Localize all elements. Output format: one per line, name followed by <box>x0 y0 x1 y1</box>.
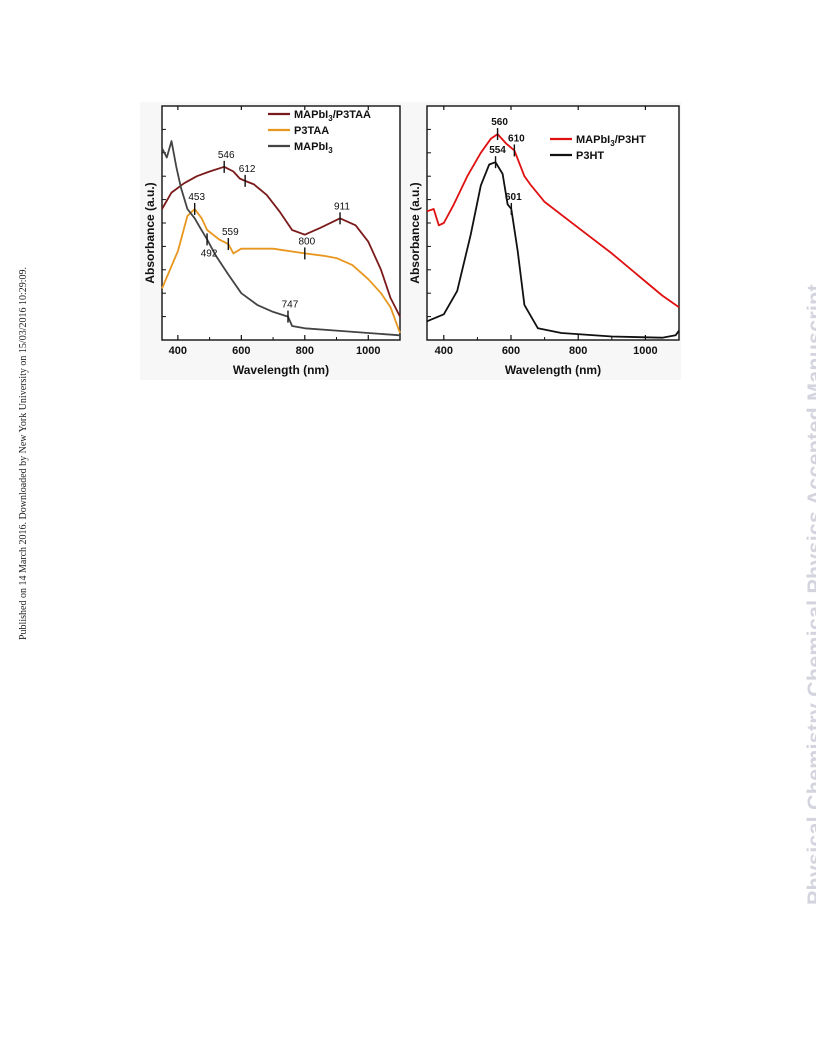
legend-label: MAPbI3/P3TAA <box>294 109 371 123</box>
peak-label: 601 <box>505 192 522 203</box>
legend-label: MAPbI3/P3HT <box>576 134 646 148</box>
figure-svg: 400 600 800 1000 Wavelength (nm) Absorbance (… <box>143 105 680 377</box>
plot-frame <box>426 105 680 341</box>
x-tick-label: 600 <box>232 345 250 357</box>
series-line-1-3 <box>161 140 401 337</box>
x-axis-label: Wavelength (nm) <box>233 363 329 377</box>
x-tick-label: 1000 <box>356 345 380 357</box>
peak-label: 612 <box>239 164 256 175</box>
peak-label: 911 <box>334 201 350 212</box>
x-tick-label: 800 <box>296 345 314 357</box>
journal-watermark: Physical Chemistry Chemical Physics Acce… <box>803 284 816 905</box>
legend-label: P3HT <box>576 150 604 162</box>
x-tick-label: 1000 <box>633 345 657 357</box>
series-line-1-1 <box>161 165 401 318</box>
x-axis-label: Wavelength (nm) <box>505 363 601 377</box>
chart-panel-2: 400 600 800 1000 Wavelength (nm) Absorbance (… <box>408 105 680 377</box>
x-tick-label: 600 <box>502 345 520 357</box>
peak-label: 559 <box>222 227 239 238</box>
chart-panel-1: 400 600 800 1000 Wavelength (nm) Absorbance (… <box>143 105 401 377</box>
y-axis-label: Absorbance (a.u.) <box>408 182 422 283</box>
peak-label: 453 <box>188 192 205 203</box>
peak-label: 560 <box>491 117 508 128</box>
x-tick-label: 800 <box>569 345 587 357</box>
series-line-2-2 <box>426 161 680 339</box>
peak-label: 492 <box>201 248 218 259</box>
x-tick-label: 400 <box>435 345 453 357</box>
series-line-2-1 <box>426 133 680 308</box>
legend-label: P3TAA <box>294 125 329 137</box>
peak-label: 610 <box>508 133 525 144</box>
peak-label: 747 <box>282 300 299 311</box>
x-tick-label: 400 <box>169 345 187 357</box>
legend-label: MAPbI3 <box>294 141 333 155</box>
peak-label: 554 <box>489 145 506 156</box>
peak-label: 800 <box>298 236 315 247</box>
peak-label: 546 <box>218 150 235 161</box>
absorbance-figure: 400 600 800 1000 Wavelength (nm) Absorbance (… <box>140 102 681 380</box>
publication-note: Published on 14 March 2016. Downloaded b… <box>18 266 29 640</box>
y-axis-label: Absorbance (a.u.) <box>143 182 157 283</box>
